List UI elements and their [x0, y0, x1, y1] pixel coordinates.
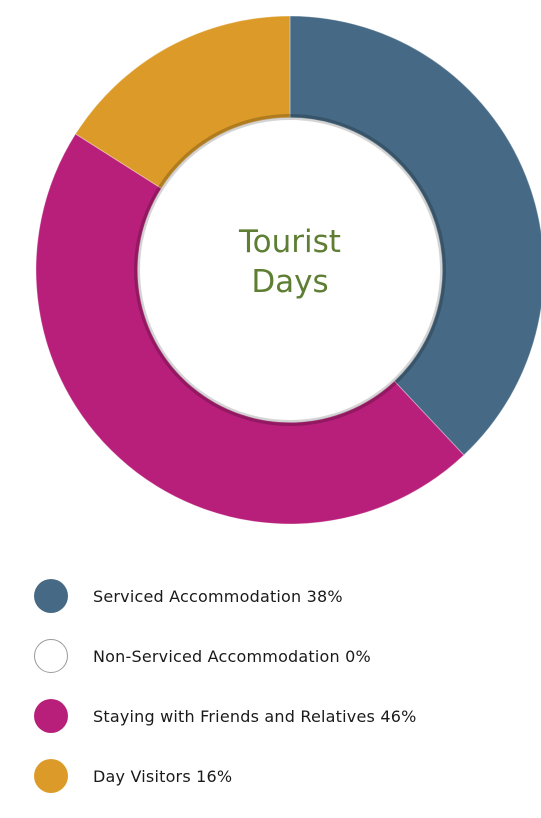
chart-title: Tourist Days — [190, 222, 390, 302]
legend-label-friends-and-relatives: Staying with Friends and Relatives 46% — [93, 706, 417, 726]
legend-item-non-serviced-accommodation: Non-Serviced Accommodation 0% — [34, 638, 534, 674]
donut-chart — [35, 15, 541, 525]
legend-swatch-day-visitors — [34, 759, 68, 793]
legend-swatch-friends-and-relatives — [34, 699, 68, 733]
legend-swatch-non-serviced-accommodation — [34, 639, 68, 673]
legend-label-non-serviced-accommodation: Non-Serviced Accommodation 0% — [93, 646, 371, 666]
chart-title-line-1: Tourist — [239, 224, 341, 260]
legend-item-day-visitors: Day Visitors 16% — [34, 758, 534, 794]
legend-item-friends-and-relatives: Staying with Friends and Relatives 46% — [34, 698, 534, 734]
donut-hole — [140, 120, 440, 420]
donut-slices — [35, 15, 541, 525]
legend-swatch-serviced-accommodation — [34, 579, 68, 613]
legend-label-day-visitors: Day Visitors 16% — [93, 766, 233, 786]
chart-title-line-2: Days — [251, 264, 329, 300]
chart-legend: Serviced Accommodation 38% Non-Serviced … — [34, 578, 534, 818]
legend-item-serviced-accommodation: Serviced Accommodation 38% — [34, 578, 534, 614]
legend-label-serviced-accommodation: Serviced Accommodation 38% — [93, 586, 343, 606]
